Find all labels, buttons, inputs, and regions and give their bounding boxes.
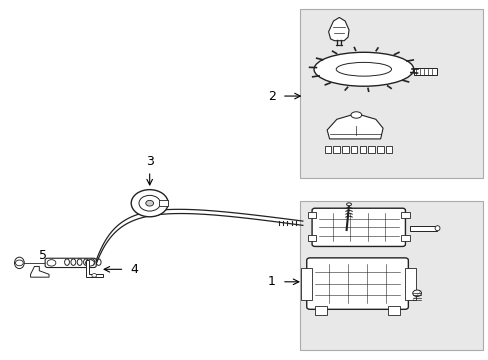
Ellipse shape: [350, 112, 361, 118]
Text: 2: 2: [267, 90, 275, 103]
Bar: [300, 202, 482, 350]
Bar: [413, 68, 436, 75]
Bar: [307, 212, 316, 217]
Bar: [359, 146, 366, 153]
Polygon shape: [30, 266, 49, 277]
Bar: [376, 146, 383, 153]
Polygon shape: [85, 260, 102, 277]
Bar: [385, 146, 391, 153]
Bar: [333, 146, 339, 153]
Bar: [159, 201, 168, 206]
Bar: [350, 146, 357, 153]
Circle shape: [139, 195, 160, 211]
Bar: [307, 235, 316, 241]
Bar: [300, 9, 482, 178]
Ellipse shape: [346, 203, 351, 206]
FancyBboxPatch shape: [306, 258, 407, 309]
Ellipse shape: [434, 226, 439, 231]
Bar: [387, 306, 399, 315]
Text: 5: 5: [39, 249, 47, 262]
Text: 3: 3: [145, 155, 153, 168]
Text: 1: 1: [267, 275, 275, 288]
Bar: [342, 146, 348, 153]
FancyBboxPatch shape: [45, 258, 96, 267]
Ellipse shape: [313, 52, 413, 86]
Polygon shape: [326, 115, 382, 139]
Bar: [400, 212, 409, 217]
Circle shape: [47, 260, 56, 266]
Ellipse shape: [15, 257, 24, 269]
Circle shape: [92, 274, 97, 277]
Bar: [400, 235, 409, 241]
Bar: [404, 267, 415, 300]
Circle shape: [145, 201, 153, 206]
Circle shape: [16, 260, 23, 266]
Ellipse shape: [336, 62, 391, 76]
Circle shape: [85, 260, 94, 266]
Bar: [324, 146, 330, 153]
Bar: [368, 146, 374, 153]
Bar: [314, 306, 326, 315]
Bar: [301, 267, 311, 300]
Ellipse shape: [412, 290, 421, 296]
Circle shape: [131, 190, 168, 217]
Bar: [409, 226, 436, 231]
Polygon shape: [328, 18, 348, 41]
FancyBboxPatch shape: [311, 208, 405, 247]
Text: 4: 4: [130, 263, 138, 276]
